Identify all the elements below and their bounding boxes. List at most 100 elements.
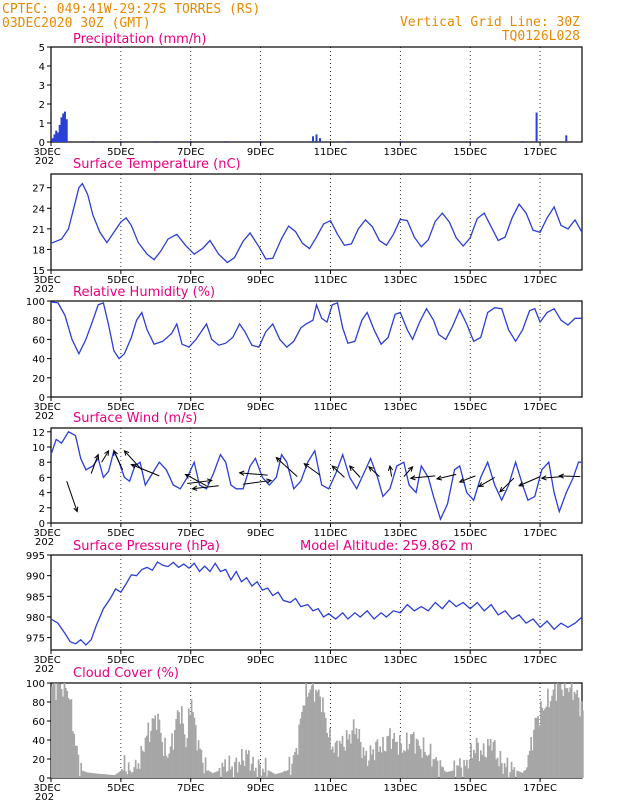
cloud-bar bbox=[263, 772, 266, 778]
x-tick-label: 7DEC bbox=[177, 783, 204, 794]
x-tick-label: 15DEC bbox=[453, 147, 487, 158]
temp-series-line bbox=[50, 182, 583, 264]
header-grid-line: Vertical Grid Line: 30Z bbox=[400, 15, 580, 30]
cloud-bar bbox=[53, 683, 56, 778]
cloud-bar bbox=[316, 691, 319, 778]
cloud-bar bbox=[111, 774, 113, 778]
x-tick-label: 3DEC bbox=[33, 402, 60, 413]
cloud-bar bbox=[528, 750, 531, 778]
cloud-bar bbox=[51, 686, 53, 778]
precip-bar bbox=[62, 113, 65, 142]
wind-arrow-head bbox=[348, 465, 355, 471]
cloud-bar bbox=[498, 766, 500, 778]
precip-bar bbox=[318, 138, 321, 142]
y-tick-label: 4 bbox=[39, 489, 45, 500]
cloud-bar bbox=[466, 759, 468, 778]
cloud-bar bbox=[527, 754, 530, 778]
cloud-bar bbox=[422, 737, 425, 778]
y-tick-label: 6 bbox=[39, 473, 45, 484]
cloud-bar bbox=[379, 746, 382, 778]
cloud-bar bbox=[301, 711, 303, 778]
cloud-bar bbox=[516, 770, 519, 778]
cloud-bar bbox=[492, 741, 495, 778]
cloud-bar bbox=[238, 761, 240, 778]
cloud-bar bbox=[396, 741, 398, 778]
cloud-bar bbox=[211, 773, 214, 778]
cloud-bar bbox=[358, 729, 361, 778]
cloud-bar bbox=[76, 746, 78, 778]
cloud-bar bbox=[387, 735, 390, 778]
cloud-bar bbox=[161, 742, 164, 778]
cloud-bar bbox=[239, 764, 242, 778]
panel-frame bbox=[50, 427, 583, 524]
cloud-bar bbox=[471, 757, 474, 778]
cloud-bar bbox=[323, 712, 326, 778]
cloud-bar bbox=[250, 763, 253, 778]
wind-arrow-head bbox=[275, 456, 282, 463]
cloud-bar bbox=[428, 754, 430, 778]
cloud-bar bbox=[294, 751, 296, 778]
cloud-bar bbox=[573, 691, 576, 778]
cloud-bar bbox=[499, 750, 502, 778]
wind-arrow bbox=[459, 475, 476, 483]
cloud-bar bbox=[393, 732, 396, 778]
x-tick-label: 7DEC bbox=[177, 147, 204, 158]
y-tick-label: 27 bbox=[32, 184, 45, 195]
x-tick-label: 5DEC bbox=[107, 275, 134, 286]
y-tick-label: 0 bbox=[39, 138, 45, 149]
cloud-bar bbox=[551, 695, 553, 778]
precip-bar bbox=[65, 119, 68, 142]
cloud-bar bbox=[235, 757, 238, 778]
cloud-bar bbox=[397, 754, 400, 778]
cloud-bar bbox=[391, 738, 394, 778]
cloud-bar bbox=[383, 750, 386, 778]
y-tick-label: 0 bbox=[39, 393, 45, 404]
cloud-bar bbox=[83, 771, 85, 778]
cloud-bar bbox=[341, 735, 344, 778]
cloud-bar bbox=[168, 753, 171, 778]
x-tick-label: 17DEC bbox=[523, 275, 557, 286]
cloud-bar bbox=[380, 752, 383, 778]
y-tick-label: 100 bbox=[26, 679, 45, 690]
cloud-bar bbox=[538, 725, 541, 778]
x-tick-label: 3DEC bbox=[33, 528, 60, 539]
cloud-bar bbox=[524, 769, 527, 778]
panel-precip: 0 1 2 3 4 5 3DEC 5DEC 7DEC 9DEC 11DEC 13DEC 15DEC 17D… bbox=[33, 32, 583, 167]
cloud-bar bbox=[277, 773, 280, 778]
x-tick-label: 15DEC bbox=[453, 275, 487, 286]
cloud-bar bbox=[101, 774, 104, 778]
cloud-bar bbox=[153, 718, 155, 778]
cloud-bar bbox=[344, 750, 347, 778]
cloud-bar bbox=[365, 750, 368, 778]
cloud-bar bbox=[484, 756, 486, 778]
cloud-bar bbox=[554, 684, 556, 778]
cloud-bar bbox=[123, 755, 126, 778]
cloud-bar bbox=[576, 689, 579, 778]
cloud-bar bbox=[62, 696, 64, 778]
cloud-bar bbox=[468, 759, 471, 778]
cloud-bar bbox=[179, 723, 182, 778]
cloud-bar bbox=[243, 766, 246, 778]
y-tick-label: 2 bbox=[39, 100, 45, 111]
cloud-bar bbox=[196, 750, 199, 778]
y-tick-label: 40 bbox=[32, 736, 45, 747]
cloud-bar bbox=[357, 738, 359, 778]
cloud-bar bbox=[322, 697, 324, 778]
precip-bar bbox=[91, 141, 94, 142]
panel-rh: 0 20 40 60 80 100 3DEC 5DEC 7DEC 9DEC 11DEC 13DEC 15… bbox=[26, 285, 583, 422]
cloud-bar bbox=[187, 708, 190, 778]
cloud-bar bbox=[222, 766, 225, 778]
cloud-bar bbox=[569, 687, 572, 778]
cloud-bar bbox=[566, 688, 569, 778]
cloud-bar bbox=[577, 697, 580, 778]
panel-title: Relative Humidity (%) bbox=[73, 285, 215, 300]
cloud-bar bbox=[200, 749, 203, 778]
panel-title: Precipitation (mm/h) bbox=[73, 32, 206, 47]
cloud-bar bbox=[450, 770, 453, 778]
cloud-bar bbox=[102, 774, 105, 778]
wind-arrow-head bbox=[435, 475, 443, 481]
cloud-bar bbox=[459, 758, 461, 778]
wind-arrow bbox=[239, 472, 268, 476]
cloud-bar bbox=[178, 712, 180, 778]
cloud-bar bbox=[266, 776, 268, 778]
